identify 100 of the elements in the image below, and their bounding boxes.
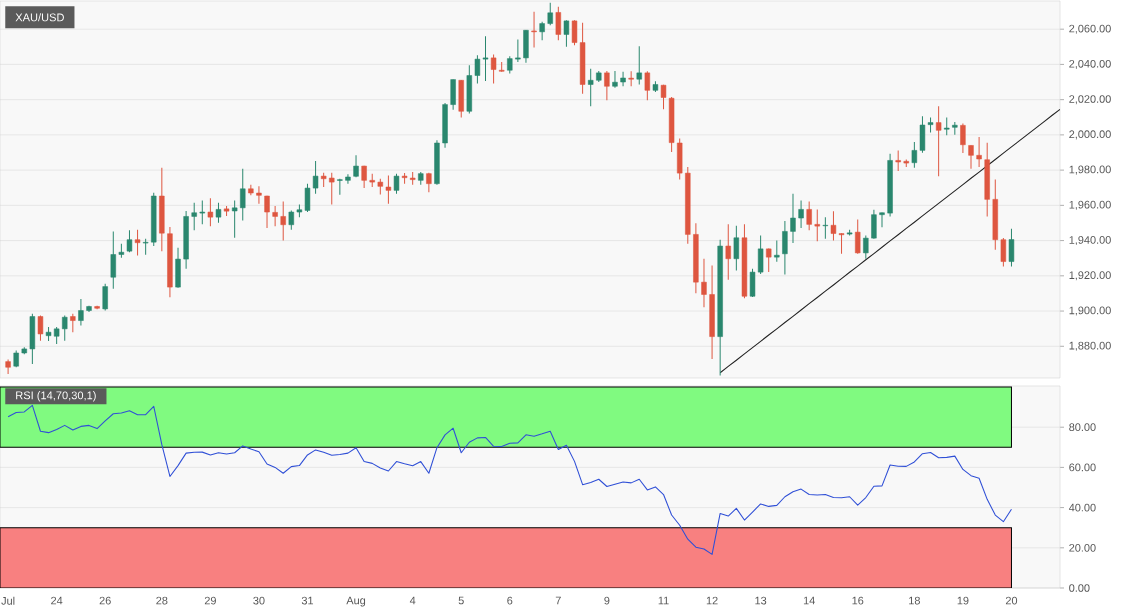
candlestick (256, 185, 262, 205)
candlestick (1008, 228, 1015, 267)
x-tick-label: Aug (346, 596, 366, 607)
candlestick (539, 21, 545, 41)
x-tick-label: 24 (51, 596, 63, 605)
candlestick (264, 195, 270, 229)
candlestick (774, 240, 780, 263)
x-tick-label: 7 (555, 596, 561, 605)
candlestick (757, 234, 764, 275)
y-tick-label: 0.00 (1069, 584, 1090, 592)
x-tick-label: 5 (458, 596, 464, 605)
candlestick (474, 54, 481, 85)
y-tick-label: 2,060.00 (1069, 24, 1111, 34)
x-tick-label: 9 (604, 596, 610, 605)
line-series (719, 108, 1061, 374)
x-tick-label: 20 (1005, 596, 1018, 605)
x-tick-label: 28 (156, 596, 168, 605)
y-tick-label: 1,900.00 (1069, 306, 1111, 316)
candlestick (838, 232, 845, 255)
y-tick-label: 2,020.00 (1069, 95, 1111, 105)
x-tick-label: 29 (204, 596, 216, 605)
candlestick (563, 19, 570, 48)
x-tick-label: 31 (301, 596, 314, 605)
candlestick (879, 211, 885, 228)
candlestick (911, 141, 918, 169)
candlestick (531, 11, 537, 48)
line-series (7, 404, 1012, 555)
candlestick (1000, 237, 1007, 267)
x-tick-label: 6 (507, 596, 513, 605)
x-tick-label: 11 (658, 596, 669, 605)
x-tick-label: 19 (957, 596, 969, 605)
candlestick (960, 123, 966, 154)
y-tick-label: 1,940.00 (1069, 236, 1111, 246)
x-tick-label: 13 (755, 596, 767, 605)
candlestick (272, 205, 278, 227)
candlestick (968, 144, 974, 170)
candlestick (490, 54, 497, 85)
candlestick (644, 70, 651, 101)
candlestick (5, 359, 11, 375)
candlestick (571, 19, 578, 46)
y-tick-label: 60.00 (1069, 463, 1096, 472)
candlestick (863, 234, 869, 260)
candlestick (830, 210, 837, 242)
candlestick (329, 172, 335, 205)
candlestick (814, 208, 820, 242)
y-tick-label: 1,880.00 (1069, 341, 1111, 351)
y-tick-label: 1,920.00 (1069, 271, 1111, 281)
x-tick-label: 30 (253, 596, 265, 605)
candlestick (361, 165, 367, 189)
x-tick-label: 14 (803, 596, 815, 605)
candlestick (725, 223, 731, 281)
candlestick (636, 45, 642, 85)
candlestick (62, 314, 68, 342)
candlestick (935, 105, 942, 177)
y-tick-label: 80.00 (1069, 423, 1096, 432)
candlestick (191, 202, 197, 231)
candlestick (337, 178, 343, 196)
y-tick-label: 1,980.00 (1069, 165, 1111, 175)
candlestick (207, 197, 214, 227)
x-tick-label: 26 (99, 596, 111, 605)
candlestick (855, 219, 861, 255)
candlestick (806, 200, 812, 231)
candlestick (620, 71, 626, 87)
candlestick (345, 173, 351, 185)
y-tick-label: 2,040.00 (1069, 59, 1111, 69)
candlestick (555, 6, 562, 41)
x-tick-label: Jul (1, 596, 15, 605)
candlestick (215, 202, 222, 224)
chart-title: RSI (14,70,30,1) (16, 391, 96, 402)
candlestick (871, 209, 877, 240)
x-tick-label: 12 (706, 596, 718, 605)
candlestick (976, 136, 982, 168)
candlestick (782, 220, 788, 275)
candlestick (231, 199, 238, 239)
y-tick-label: 2,000.00 (1069, 130, 1111, 140)
candlestick (78, 298, 84, 326)
candlestick (612, 70, 618, 89)
candlestick (588, 68, 594, 107)
candlestick (288, 209, 294, 231)
text: XAU/USD (15, 13, 64, 22)
candlestick (547, 2, 553, 26)
candlestick (798, 199, 804, 229)
candlestick (199, 199, 205, 225)
candlestick (660, 84, 667, 110)
candlestick (482, 35, 489, 82)
candlestick (385, 174, 392, 205)
candlestick (37, 314, 44, 342)
candlestick (733, 225, 740, 272)
candlestick (895, 149, 901, 172)
candlestick (102, 283, 108, 312)
y-tick-label: 20.00 (1069, 543, 1096, 552)
y-tick-label: 1,960.00 (1069, 200, 1111, 210)
candlestick (70, 313, 76, 333)
candlestick (790, 193, 796, 244)
y-tick-label: 40.00 (1068, 503, 1096, 512)
candlestick (110, 230, 116, 290)
candlestick (701, 258, 707, 308)
candlestick (134, 229, 141, 256)
x-tick-label: 18 (909, 596, 920, 605)
candlestick (280, 200, 286, 242)
